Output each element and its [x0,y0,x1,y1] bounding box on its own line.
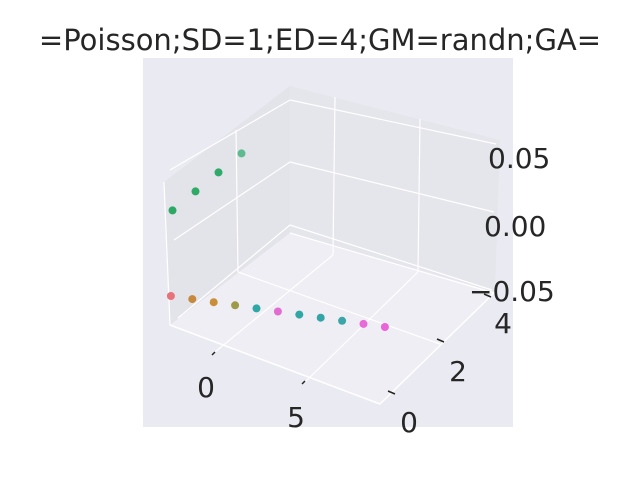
grid-line [163,181,171,326]
x-tick-label: 0 [197,371,215,404]
data-points [166,149,389,331]
scatter-point [231,301,240,310]
grid-line [289,232,495,294]
scatter-point [252,304,261,313]
z-tick-label: 0.05 [488,142,550,175]
y-tick-label: 2 [449,355,467,388]
x-axis-line [169,324,381,405]
scatter-point [359,319,368,328]
chart-title: =Poisson;SD=1;ED=4;GM=randn;GA= [39,23,601,57]
grid-line [289,224,493,291]
scatter-point [214,168,223,177]
y-axis-line [379,291,496,405]
tick-marks [211,293,492,395]
grid-line [173,161,291,241]
grid-line [289,99,497,145]
grid-line [237,271,441,345]
y-tick-label: 0 [400,406,418,439]
grid-line [169,99,291,171]
scatter-point [188,295,197,304]
z-tick-label: −0.05 [469,275,555,308]
grid-line [214,254,334,353]
x-tick-mark [301,380,306,385]
scatter-point [166,292,175,300]
scatter-point [338,316,347,325]
x-tick-label: 5 [287,401,305,434]
left-pane [164,86,290,325]
grid-line [417,118,421,273]
x-tick-mark [211,351,216,356]
grid-line [177,224,291,319]
scatter-point [168,206,177,215]
scatter-point [237,149,246,158]
scatter-point [316,313,325,322]
scatter-point [209,298,218,307]
scatter-point [295,310,304,319]
grid-line [289,161,495,213]
grid-line [235,129,239,273]
y-tick-mark [483,293,492,298]
grid-line [332,96,336,256]
axis-lines [169,291,496,405]
z-tick-label: 0.00 [484,210,546,243]
scatter-point [380,323,389,331]
y-tick-label: 4 [494,307,512,340]
back-pane [290,86,500,292]
scatter-point [273,307,282,316]
y-tick-mark [387,390,396,395]
scatter-point [191,187,200,196]
y-tick-mark [436,338,445,343]
